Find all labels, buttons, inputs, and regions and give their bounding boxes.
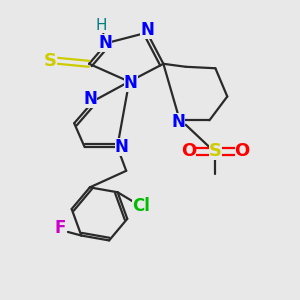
Text: N: N — [84, 91, 98, 109]
Text: N: N — [115, 138, 129, 156]
Text: O: O — [235, 142, 250, 160]
Text: Cl: Cl — [133, 196, 150, 214]
Text: N: N — [98, 34, 112, 52]
Text: S: S — [44, 52, 57, 70]
Text: N: N — [124, 74, 138, 92]
Text: O: O — [181, 142, 196, 160]
Text: F: F — [55, 219, 66, 237]
Text: N: N — [140, 21, 154, 39]
Text: H: H — [95, 18, 107, 33]
Text: N: N — [171, 113, 185, 131]
Text: S: S — [209, 142, 222, 160]
